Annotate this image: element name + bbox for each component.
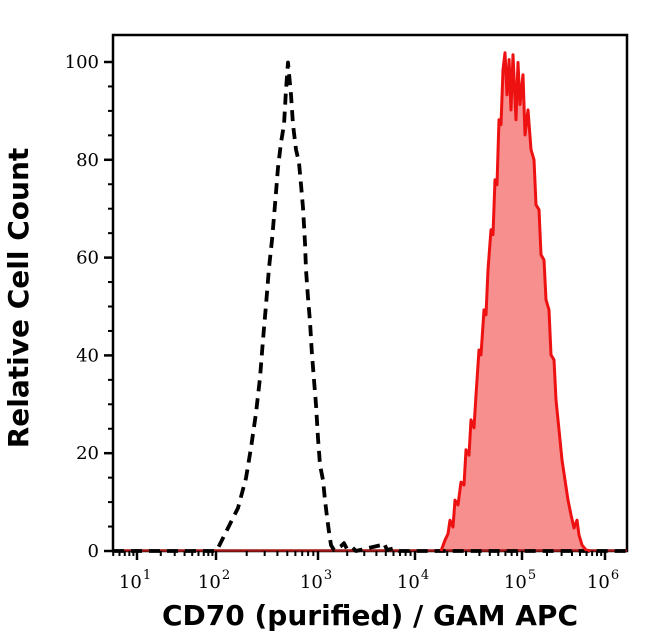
- x-axis-title: CD70 (purified) / GAM APC: [162, 599, 578, 632]
- cd70-histogram-fill: [441, 52, 590, 551]
- cd70-histogram-curve: [439, 51, 591, 553]
- y-axis-tick-label: 0: [88, 541, 99, 562]
- y-axis: 0 20 40 60 80 100: [65, 52, 113, 562]
- y-axis-tick-label: 100: [65, 52, 99, 73]
- y-axis-title: Relative Cell Count: [2, 148, 35, 449]
- y-axis-tick-label: 60: [76, 248, 99, 269]
- y-axis-tick-label: 40: [76, 345, 99, 366]
- y-axis-tick-label: 80: [76, 150, 99, 171]
- control-histogram-curve: [113, 60, 627, 553]
- x-axis-tick-label: 103: [300, 568, 332, 593]
- x-axis-tick-label: 102: [198, 568, 230, 593]
- x-axis-tick-label: 101: [119, 568, 151, 593]
- x-axis: 101 102 103 104 105 106: [112, 551, 619, 593]
- x-axis-tick-label: 105: [504, 568, 536, 593]
- x-axis-tick-label: 104: [397, 568, 429, 593]
- y-axis-tick-label: 20: [76, 443, 99, 464]
- x-axis-tick-label: 106: [587, 568, 619, 593]
- plot-area: [111, 33, 629, 553]
